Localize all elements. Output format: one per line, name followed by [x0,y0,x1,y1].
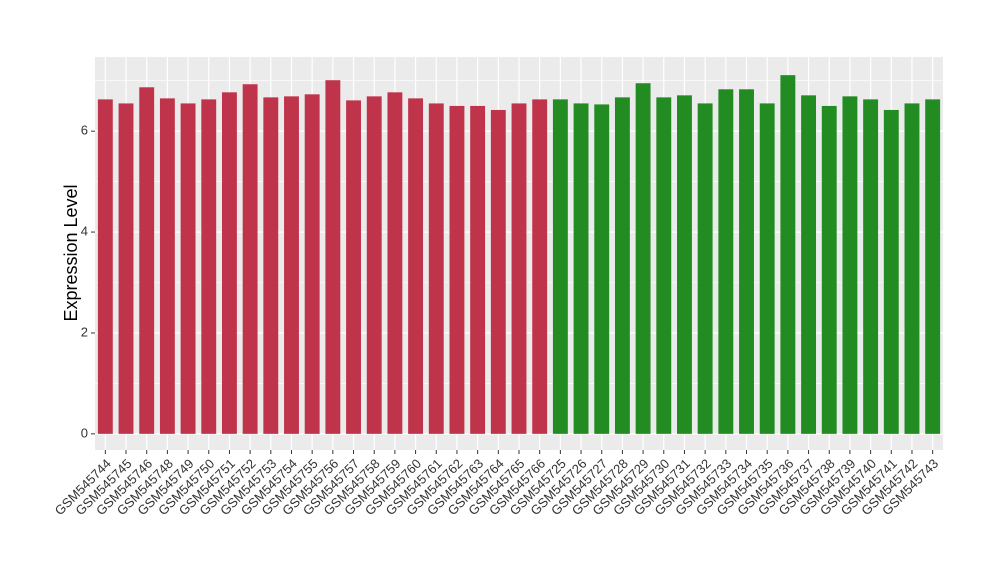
bar [325,80,341,434]
y-tick-label: 4 [81,223,88,238]
bar [697,103,713,434]
y-tick-label: 2 [81,324,88,339]
bar [263,97,279,434]
bar [449,105,465,434]
bar [511,103,527,434]
bar [863,99,879,434]
bar [677,95,692,434]
bar [718,89,734,434]
bar [656,97,672,434]
bar [573,103,589,434]
bar [221,92,237,434]
bar [366,96,382,434]
bar [552,99,568,434]
bar [759,103,775,434]
bar [428,103,444,434]
bar [387,92,403,434]
bar [180,103,196,434]
bar [883,109,899,434]
bar [925,99,941,434]
bar [139,87,155,434]
bar [346,100,361,434]
bar [780,75,796,434]
bar [242,84,258,434]
bar [739,89,754,434]
bar [470,105,486,434]
bar [490,109,506,434]
y-axis-label: Expression Level [61,184,81,321]
bar [801,95,817,434]
bar [159,98,175,434]
bar [821,105,837,434]
bar [532,99,548,434]
bar [97,99,113,434]
bar [304,94,320,434]
bar [118,103,134,434]
y-tick-label: 0 [81,425,88,440]
bar [635,83,651,434]
bar [201,99,217,434]
bar [842,96,858,434]
bar [408,98,424,434]
y-tick-label: 6 [81,123,88,138]
bar [614,97,630,434]
bar [594,104,610,434]
bar [284,96,299,434]
bar [904,103,920,434]
